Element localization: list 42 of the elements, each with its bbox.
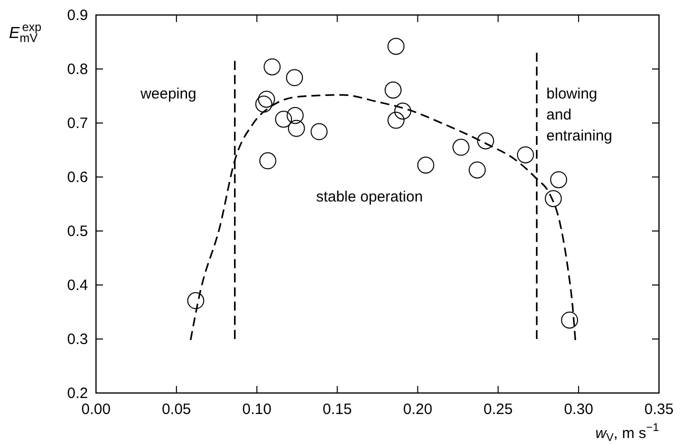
y-tick-label: 0.8 xyxy=(67,61,88,78)
y-tick-label: 0.5 xyxy=(67,223,88,240)
y-tick-label: 0.9 xyxy=(67,7,88,24)
y-tick-label: 0.2 xyxy=(67,385,88,402)
point xyxy=(288,120,305,137)
point xyxy=(388,112,404,129)
y-tick-label: 0.6 xyxy=(67,169,88,186)
y-tick-label: 0.7 xyxy=(67,115,88,132)
x-tick-label: 0.25 xyxy=(484,401,513,418)
point xyxy=(550,171,568,188)
point xyxy=(394,102,412,120)
point xyxy=(544,190,562,208)
x-tick-label: 0.10 xyxy=(242,401,272,418)
annotation: stable operation xyxy=(316,188,423,206)
point xyxy=(259,152,276,170)
point xyxy=(255,96,272,113)
point xyxy=(452,138,470,156)
x-tick-label: 0.30 xyxy=(564,401,594,418)
y-tick-label: 0.3 xyxy=(67,331,88,348)
x-tick-label: 0.20 xyxy=(403,401,432,418)
x-tick-label: 0.05 xyxy=(162,401,192,418)
annotation: weeping xyxy=(139,86,196,103)
point xyxy=(187,292,204,310)
point xyxy=(561,312,578,329)
x-axis-title: w$_{V}$, m s$^{−1}$ xyxy=(595,422,659,444)
x-tick-label: 0.35 xyxy=(644,401,674,418)
x-tick-label: 0.15 xyxy=(322,401,352,418)
point xyxy=(384,82,402,99)
point xyxy=(310,123,328,140)
point xyxy=(286,69,303,86)
point xyxy=(264,58,281,76)
x-tick-label: 0.00 xyxy=(81,401,111,418)
point xyxy=(417,156,434,174)
annotation: blowing and entraining xyxy=(546,86,612,145)
point xyxy=(388,38,404,55)
point xyxy=(275,110,292,128)
point xyxy=(516,146,534,164)
y-tick-label: 0.4 xyxy=(67,277,88,294)
point xyxy=(468,161,486,178)
point xyxy=(258,90,276,108)
point xyxy=(286,106,304,124)
point xyxy=(477,132,494,150)
